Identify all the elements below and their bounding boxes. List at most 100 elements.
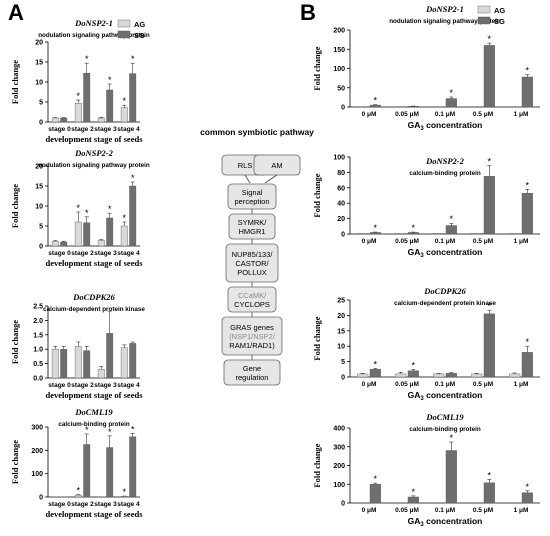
significance-star: * (374, 96, 378, 106)
y-tick-label: 100 (333, 482, 345, 489)
x-tick-label: stage 3 (94, 501, 117, 508)
box-symrk-label: HMGR1 (238, 227, 265, 236)
bar-ag (395, 373, 407, 378)
x-tick-label: stage 2 (71, 126, 94, 133)
bar-ag (471, 233, 483, 235)
x-tick-label: 0 μM (362, 111, 377, 118)
y-tick-label: 100 (333, 155, 345, 162)
y-tick-label: 0 (341, 375, 345, 382)
bar-sg (60, 349, 68, 379)
significance-star: * (108, 75, 112, 85)
box-gene-regulation-label: Gene (243, 364, 261, 373)
legend-swatch-ag (477, 5, 491, 14)
bar-ag (120, 225, 128, 247)
legend-label-ag: AG (494, 6, 505, 15)
chart-subtitle: nodulation signaling pathway protein (38, 32, 150, 39)
significance-star: * (108, 204, 112, 214)
y-tick-label: 300 (31, 425, 43, 432)
chart-title: DoNSP2-2 (425, 156, 465, 166)
bar-sg (106, 89, 114, 123)
chart-title: DoCML19 (74, 407, 113, 417)
chart-b2: DoNSP2-2 calcium-binding protein 0 20 40 60 80… (312, 155, 540, 259)
pathway-connector (244, 174, 251, 184)
y-tick-label: 20 (35, 40, 43, 47)
bar-sg (83, 72, 91, 123)
y-axis-label: Fold change (312, 316, 322, 360)
box-nup85-label: POLLUX (237, 268, 267, 277)
y-tick-label: 15 (35, 184, 43, 191)
y-axis-label: Fold change (10, 60, 20, 104)
bar-ag (74, 221, 82, 247)
bar-sg (60, 117, 68, 123)
significance-star: * (374, 223, 378, 233)
bar-ag (51, 349, 59, 379)
x-tick-label: 0.1 μM (435, 238, 455, 245)
significance-star: * (450, 214, 454, 224)
significance-star: * (77, 91, 81, 101)
significance-star: * (412, 360, 416, 370)
x-tick-label: stage 4 (117, 501, 140, 508)
y-axis-label: Fold change (10, 320, 20, 364)
x-axis-label: development stage of seeds (45, 390, 143, 400)
bar-sg (521, 492, 533, 504)
y-tick-label: 100 (333, 66, 345, 73)
box-nup85-label: NUP85/133/ (232, 250, 274, 259)
y-tick-label: 0 (341, 501, 345, 508)
bar-ag (395, 233, 407, 235)
y-tick-label: 5 (39, 224, 43, 231)
x-tick-label: stage 3 (94, 250, 117, 257)
legend-label-sg: SG (134, 31, 145, 40)
legend-label-sg: SG (494, 17, 505, 26)
bar-sg (106, 447, 114, 498)
chart-a1: DoNSP2-1 nodulation signaling pathway pro… (10, 18, 150, 144)
x-axis-label: development stage of seeds (45, 509, 143, 519)
bar-sg (60, 241, 68, 247)
significance-star: * (131, 424, 135, 434)
x-tick-label: 0.1 μM (435, 507, 455, 514)
x-tick-label: 1 μM (514, 381, 529, 388)
x-tick-label: 1 μM (514, 111, 529, 118)
bar-ag (509, 233, 521, 235)
bar-ag (97, 369, 105, 379)
pathway-title: common symbiotic pathway (200, 127, 314, 137)
significance-star: * (374, 359, 378, 369)
y-tick-label: 25 (337, 298, 345, 305)
box-gras-label: GRAS genes (230, 323, 274, 332)
box-gene-regulation-label: regulation (236, 373, 269, 382)
x-axis-label: GA3 concentration (408, 120, 483, 132)
x-axis-label: GA3 concentration (408, 247, 483, 259)
y-tick-label: 0.5 (33, 361, 43, 368)
significance-star: * (526, 66, 530, 76)
box-nup85-label: CASTOR/ (235, 259, 269, 268)
significance-star: * (488, 470, 492, 480)
x-tick-label: 1 μM (514, 238, 529, 245)
significance-star: * (526, 337, 530, 347)
bar-sg (521, 192, 533, 235)
significance-star: * (123, 213, 127, 223)
box-gras-label: (NSP1/NSP2/ (229, 332, 276, 341)
x-tick-label: 0.1 μM (435, 381, 455, 388)
bar-sg (445, 373, 457, 378)
significance-star: * (412, 487, 416, 497)
chart-title: DoNSP2-1 (425, 4, 464, 14)
bar-sg (483, 176, 495, 235)
bar-ag (51, 117, 59, 123)
bar-sg (106, 333, 114, 379)
bar-sg (445, 450, 457, 504)
box-gras-label: RAM1/RAD1) (229, 341, 275, 350)
x-axis-label: GA3 concentration (408, 390, 483, 402)
y-axis-label: Fold change (312, 443, 322, 487)
chart-subtitle: calcium-binding protein (409, 426, 481, 433)
significance-star: * (131, 54, 135, 64)
y-tick-label: 40 (337, 201, 345, 208)
bar-sg (369, 369, 381, 378)
box-signal-perception-label: Signal (242, 188, 263, 197)
chart-a3: DoCDPK26 calcium-dependent protein kinase… (10, 292, 145, 400)
x-tick-label: stage 4 (117, 126, 140, 133)
x-axis-label: GA3 concentration (408, 516, 483, 528)
x-axis-label: development stage of seeds (45, 134, 143, 144)
significance-star: * (123, 96, 127, 106)
bar-sg (407, 370, 419, 378)
chart-subtitle: nodulation signaling pathway protein (38, 162, 150, 169)
box-am-label: AM (271, 161, 282, 170)
